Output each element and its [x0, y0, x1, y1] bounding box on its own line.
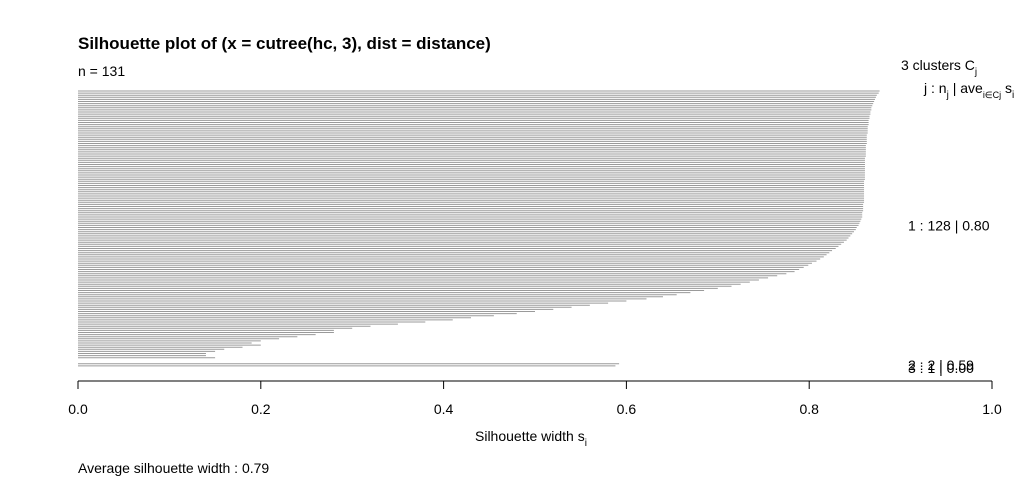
legend-heading: 3 clusters Cj	[901, 57, 977, 78]
x-axis-label: Silhouette width si	[475, 428, 587, 449]
chart-title: Silhouette plot of (x = cutree(hc, 3), d…	[78, 34, 491, 53]
x-tick-label: 0.6	[617, 401, 637, 417]
silhouette-bars	[78, 90, 880, 367]
cluster-label-1: 1 : 128 | 0.80	[908, 217, 990, 233]
x-axis: 0.0 0.2 0.4 0.6 0.8 1.0	[68, 380, 1002, 417]
cluster-label-3: 3 : 1 | 0.00	[908, 360, 974, 376]
x-tick-label: 0.8	[799, 401, 819, 417]
x-tick-label: 1.0	[982, 401, 1002, 417]
x-tick-label: 0.2	[251, 401, 271, 417]
cluster-labels: 1 : 128 | 0.80 2 : 2 | 0.593 : 1 | 0.00	[908, 217, 990, 376]
average-silhouette-width: Average silhouette width : 0.79	[78, 460, 269, 476]
n-label: n = 131	[78, 63, 125, 79]
x-tick-label: 0.0	[68, 401, 88, 417]
legend-column-header: j : nj | avei∈Cj si	[923, 80, 1014, 101]
cluster-label-2: 2 : 2 | 0.59	[908, 357, 974, 373]
x-tick-label: 0.4	[434, 401, 454, 417]
